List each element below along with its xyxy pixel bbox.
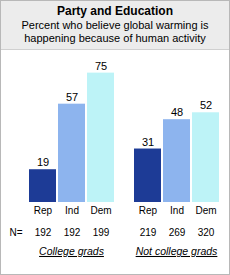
svg-text:75: 75	[95, 60, 107, 72]
svg-text:269: 269	[169, 227, 186, 238]
svg-text:Not college grads: Not college grads	[136, 245, 218, 257]
svg-text:52: 52	[200, 99, 212, 111]
svg-text:Rep: Rep	[139, 205, 158, 216]
svg-text:219: 219	[140, 227, 157, 238]
svg-text:57: 57	[66, 91, 78, 103]
html-text:Party and Education: Party and Education	[57, 4, 173, 18]
svg-text:320: 320	[198, 227, 215, 238]
svg-text:Ind: Ind	[65, 205, 79, 216]
svg-text:College grads: College grads	[39, 245, 105, 257]
html-text:Percent who believe global war: Percent who believe global warming is ha…	[21, 19, 209, 44]
svg-text:N=: N=	[9, 227, 22, 238]
svg-text:192: 192	[64, 227, 81, 238]
svg-text:192: 192	[35, 227, 52, 238]
svg-text:31: 31	[142, 136, 154, 148]
svg-text:Dem: Dem	[90, 205, 111, 216]
svg-text:199: 199	[93, 227, 110, 238]
svg-text:48: 48	[171, 106, 183, 118]
svg-text:Rep: Rep	[34, 205, 53, 216]
svg-text:Dem: Dem	[195, 205, 216, 216]
svg-text:19: 19	[37, 156, 49, 168]
svg-text:Ind: Ind	[170, 205, 184, 216]
